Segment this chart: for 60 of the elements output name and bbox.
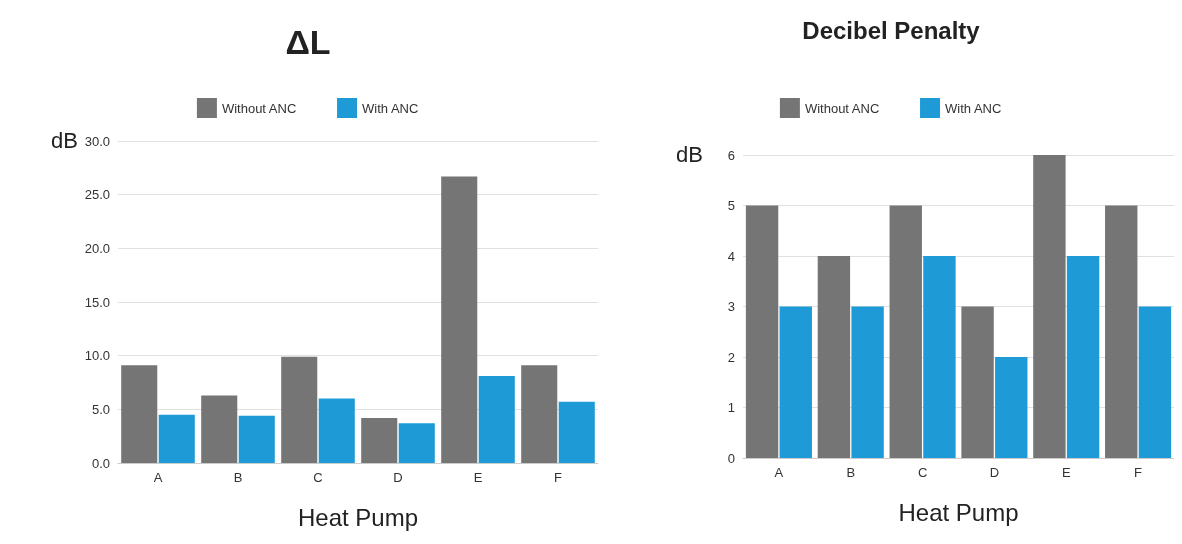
y-tick-label: 3 [727,299,735,314]
x-tick-label: F [1134,465,1143,480]
legend-label: With ANC [945,100,1002,116]
bar [1033,155,1066,458]
y-tick-label: 2 [727,349,735,365]
bar [521,365,558,463]
bar [478,376,515,463]
y-tick-label: 0.0 [91,455,110,471]
y-tick-label: 10.0 [84,348,110,364]
bar [1138,306,1172,458]
bar [1105,205,1138,458]
x-tick-label: B [846,465,856,480]
x-tick-label: C [313,470,323,485]
x-axis-title: Heat Pump [898,498,1019,526]
bar [441,176,478,463]
y-tick-label: 25.0 [84,187,110,203]
x-tick-label: F [554,470,563,485]
bar [361,417,398,463]
bar [558,401,595,463]
y-tick-label: 20.0 [84,240,110,256]
bar [923,256,956,458]
x-tick-label: A [774,465,784,480]
x-tick-label: E [473,470,483,485]
bar [889,205,922,458]
bar [318,398,355,463]
y-tick-label: 15.0 [84,294,110,310]
chart-title: ΔL [285,23,331,61]
legend-label: Without ANC [804,100,880,116]
bar [398,423,435,463]
bar [779,306,812,458]
x-tick-label: D [393,470,403,485]
y-axis-title: dB [676,141,703,167]
bar [961,306,994,458]
bar [817,256,851,458]
y-tick-label: 5.0 [91,401,110,417]
x-tick-label: C [917,465,928,480]
bar [158,414,195,463]
x-tick-label: A [153,470,163,485]
y-tick-label: 5 [727,198,735,213]
y-tick-label: 1 [727,400,735,415]
bar [1066,256,1100,458]
legend-label: With ANC [362,100,419,116]
bar [995,357,1028,458]
chart-title: Decibel Penalty [802,16,981,44]
bar [745,205,779,458]
y-axis-title: dB [51,127,78,153]
bar [201,395,238,463]
legend-label: Without ANC [221,100,297,116]
bar [121,365,158,463]
y-tick-label: 6 [727,147,735,163]
bar [238,415,275,463]
x-axis-title: Heat Pump [297,503,419,531]
bar [851,306,884,458]
bar [281,356,318,463]
y-tick-label: 30.0 [84,133,110,149]
x-tick-label: B [233,470,243,485]
x-tick-label: E [1061,465,1071,480]
y-tick-label: 4 [727,248,735,264]
x-tick-label: D [989,465,1000,480]
y-tick-label: 0 [727,450,735,466]
